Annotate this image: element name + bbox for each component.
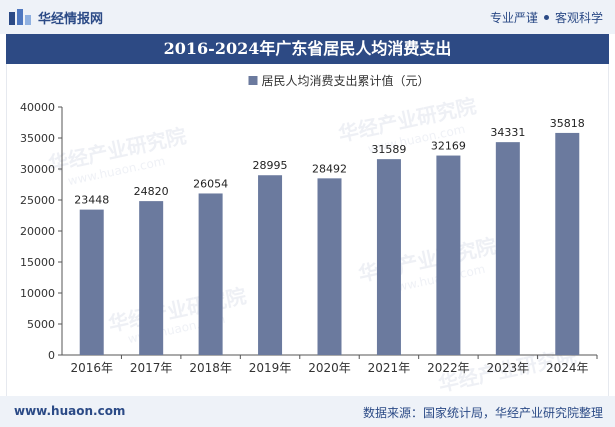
y-tick-label: 40000 xyxy=(20,101,55,114)
bar-value-label: 23448 xyxy=(74,194,109,207)
x-tick-label: 2019年 xyxy=(249,361,292,375)
chart-title: 2016-2024年广东省居民人均消费支出 xyxy=(163,39,452,58)
x-tick-label: 2023年 xyxy=(487,361,530,375)
y-tick-label: 25000 xyxy=(20,194,55,207)
brand-name: 华经情报网 xyxy=(38,11,104,27)
x-tick-label: 2021年 xyxy=(368,361,411,375)
bar xyxy=(436,155,461,355)
footer-source: 数据来源：国家统计局，华经产业研究院整理 xyxy=(362,406,603,420)
bar xyxy=(495,142,520,355)
x-tick-label: 2018年 xyxy=(189,361,232,375)
bar xyxy=(139,201,164,355)
bar-value-label: 24820 xyxy=(134,185,169,198)
y-tick-label: 30000 xyxy=(20,163,55,176)
bar-value-label: 26054 xyxy=(193,177,228,190)
top-bar: 华经情报网 专业严谨 客观科学 xyxy=(0,0,615,34)
chart-area: 华经产业研究院 www.huaon.com 华经产业研究院 www.huaon.… xyxy=(6,64,609,398)
y-tick-label: 0 xyxy=(48,349,55,362)
x-tick-label: 2016年 xyxy=(70,361,113,375)
bar xyxy=(317,178,342,355)
footer: www.huaon.com 数据来源：国家统计局，华经产业研究院整理 xyxy=(0,396,615,427)
y-tick-label: 5000 xyxy=(27,318,55,331)
y-tick-label: 35000 xyxy=(20,132,55,145)
x-tick-label: 2017年 xyxy=(130,361,173,375)
bar-chart: 居民人均消费支出累计值（元） 0 5000 10000 15000 20000 25000 3… xyxy=(20,73,598,375)
x-tick-label: 2024年 xyxy=(546,361,589,375)
bar-value-label: 35818 xyxy=(550,117,585,130)
huajing-logo-icon xyxy=(9,9,31,25)
bar-value-label: 28492 xyxy=(312,162,347,175)
bar-value-label: 34331 xyxy=(490,126,525,139)
bar-value-label: 31589 xyxy=(371,143,406,156)
slogan: 专业严谨 客观科学 xyxy=(490,9,603,26)
y-tick-label: 20000 xyxy=(20,225,55,238)
slogan-left: 专业严谨 xyxy=(489,11,538,25)
bar-value-label: 32169 xyxy=(431,140,466,153)
bar xyxy=(258,175,283,355)
y-tick-label: 10000 xyxy=(20,287,55,300)
bar xyxy=(376,159,401,355)
x-tick-label: 2020年 xyxy=(308,361,351,375)
bar xyxy=(79,209,104,355)
x-tick-label: 2022年 xyxy=(427,361,470,375)
slogan-right: 客观科学 xyxy=(554,11,603,25)
title-band: 2016-2024年广东省居民人均消费支出 xyxy=(6,34,609,64)
bar xyxy=(555,132,580,355)
bullet-dot-icon xyxy=(543,15,549,20)
y-tick-label: 15000 xyxy=(20,256,55,269)
bar-value-label: 28995 xyxy=(253,159,288,172)
footer-website[interactable]: www.huaon.com xyxy=(14,404,126,418)
bar xyxy=(198,193,223,355)
legend-label: 居民人均消费支出累计值（元） xyxy=(262,73,430,88)
brand: 华经情报网 xyxy=(8,7,103,27)
legend-swatch xyxy=(248,76,258,85)
